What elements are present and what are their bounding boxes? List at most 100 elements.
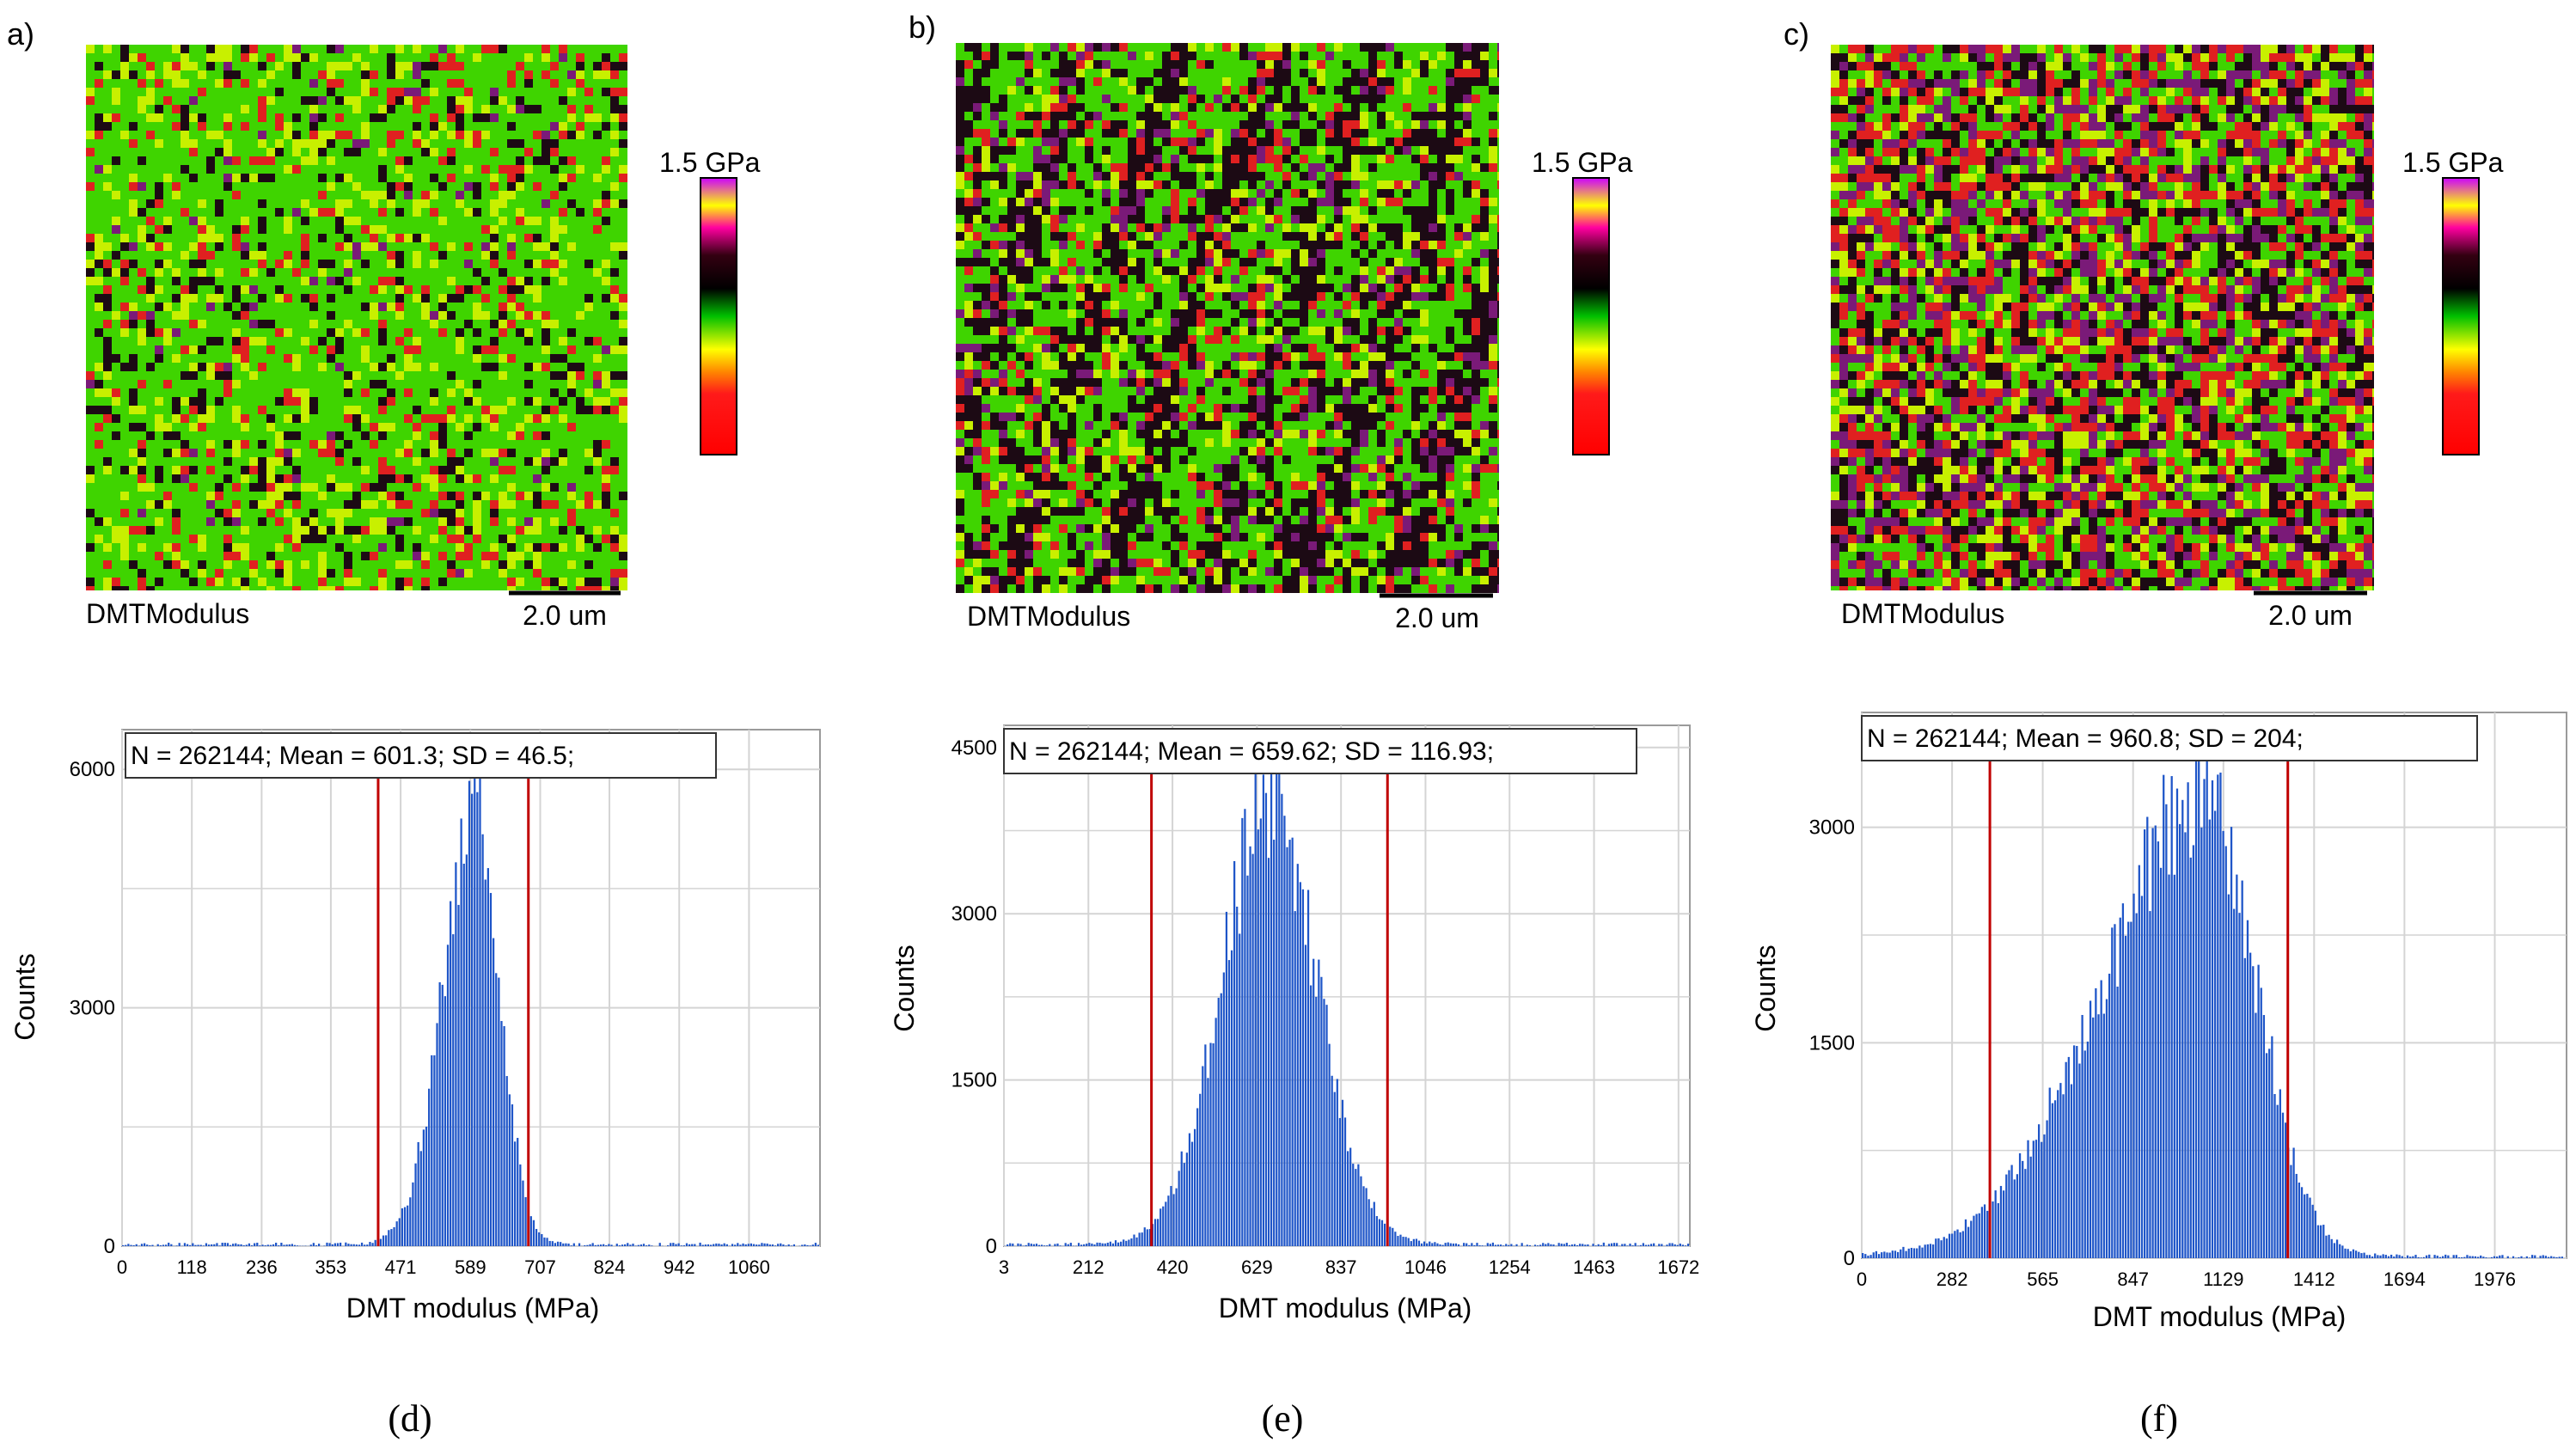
histogram-bar xyxy=(369,1242,371,1246)
histogram-bar xyxy=(1148,1229,1152,1246)
histogram-bar xyxy=(1465,1243,1468,1246)
histogram-bar xyxy=(627,1243,629,1246)
histogram-bar xyxy=(1273,840,1276,1246)
histogram-bar xyxy=(1573,1244,1576,1246)
histogram-bar xyxy=(280,1243,283,1246)
histogram-bar xyxy=(548,1240,551,1246)
histogram-bar xyxy=(1407,1238,1410,1246)
histogram-bar xyxy=(777,1244,780,1246)
histogram-bar xyxy=(232,1244,235,1246)
histogram-d: 0 118 236 353 471 589 707 824 942 1060 0 3000 6000 N… xyxy=(9,729,821,1440)
histogram-bar xyxy=(2436,1256,2438,1258)
histogram-bar xyxy=(2490,1256,2493,1258)
histogram-bar xyxy=(1212,1043,1215,1246)
histogram-bar xyxy=(2499,1255,2501,1258)
histogram-bar xyxy=(2041,1141,2043,1258)
histogram-bar xyxy=(1204,1044,1207,1246)
histogram-bar xyxy=(1592,1244,1594,1246)
histogram-bar xyxy=(269,1244,272,1246)
histogram-bar xyxy=(1999,1185,2003,1258)
histogram-bar xyxy=(1365,1188,1368,1246)
histogram-bar xyxy=(317,1244,321,1246)
histogram-bar xyxy=(2501,1255,2504,1258)
histogram-bar xyxy=(1986,1210,1989,1258)
histogram-bar xyxy=(462,863,465,1246)
histogram-bar xyxy=(1897,1251,1900,1258)
histogram-bar xyxy=(551,1241,554,1246)
histogram-bar xyxy=(570,1245,572,1246)
histogram-bar xyxy=(460,818,462,1246)
histogram-bar xyxy=(1631,1245,1634,1246)
histogram-bar xyxy=(1249,846,1251,1246)
histogram-bar xyxy=(1165,1201,1167,1246)
histogram-bar xyxy=(183,1243,187,1246)
histogram-bar xyxy=(1153,1219,1157,1246)
histogram-bar xyxy=(610,1244,613,1246)
histogram-bar xyxy=(1222,972,1225,1246)
histogram-bar xyxy=(1539,1244,1542,1246)
channel-label-a: DMTModulus xyxy=(86,598,249,629)
histogram-bar xyxy=(1676,1244,1679,1246)
histogram-bar xyxy=(2121,903,2125,1258)
histogram-bar xyxy=(2461,1256,2463,1258)
histogram-bar xyxy=(414,1163,417,1246)
histogram-bar xyxy=(758,1244,761,1246)
histogram-bar xyxy=(707,1244,710,1246)
histogram-bar xyxy=(2157,841,2160,1258)
histogram-bar xyxy=(360,1242,364,1246)
histogram-bar xyxy=(2298,1183,2301,1258)
histogram-bar xyxy=(524,1196,527,1246)
histogram-bar xyxy=(1106,1242,1109,1246)
histogram-bar xyxy=(189,1244,192,1246)
histogram-bar xyxy=(2124,935,2127,1258)
histogram-bar xyxy=(1970,1220,1973,1258)
histogram-bar xyxy=(699,1242,701,1246)
histogram-bar xyxy=(560,1242,562,1246)
y-tick-label: 3000 xyxy=(951,902,997,926)
histogram-bar xyxy=(766,1243,768,1246)
x-tick-label: 1694 xyxy=(2383,1269,2426,1290)
histogram-bar xyxy=(1040,1244,1043,1246)
histogram-bar xyxy=(2003,1190,2005,1258)
histogram-bar xyxy=(1560,1244,1563,1246)
histogram-bar xyxy=(1209,1042,1212,1246)
histogram-bar xyxy=(2268,1048,2271,1258)
histogram-bar xyxy=(1114,1240,1117,1246)
histogram-f: 0 282 565 847 1129 1412 1694 1976 0 1500 3000 N = … xyxy=(1750,712,2567,1440)
histogram-bar xyxy=(597,1244,600,1246)
histogram-bar xyxy=(323,1245,326,1246)
histogram-bar xyxy=(2395,1254,2398,1258)
histogram-bar xyxy=(1894,1250,1897,1258)
histogram-bar xyxy=(2194,733,2198,1258)
histogram-bar xyxy=(1454,1243,1458,1246)
histogram-bar xyxy=(1992,1201,1994,1258)
histogram-bar xyxy=(1227,960,1231,1246)
histogram-bar xyxy=(1104,1243,1106,1246)
histogram-bar xyxy=(211,1244,213,1246)
histogram-bar xyxy=(2108,973,2111,1258)
histogram-bar xyxy=(675,1244,677,1246)
histogram-bar xyxy=(2335,1239,2339,1258)
histogram-bar xyxy=(2322,1225,2325,1258)
scale-bar-text-b: 2.0 um xyxy=(1395,602,1479,633)
x-tick-label: 282 xyxy=(1937,1269,1968,1290)
histogram-bar xyxy=(1429,1241,1431,1246)
histogram-bar xyxy=(672,1243,675,1246)
histogram-bar xyxy=(428,1088,431,1246)
histogram-bar xyxy=(1278,773,1281,1246)
histogram-bar xyxy=(331,1244,333,1246)
histogram-bar xyxy=(2008,1170,2010,1258)
histogram-bar xyxy=(151,1244,154,1246)
histogram-bar xyxy=(1542,1243,1545,1246)
histogram-bar xyxy=(1064,1243,1067,1246)
histogram-bar xyxy=(366,1244,369,1246)
histogram-bar xyxy=(2222,830,2224,1258)
histogram-bar xyxy=(1352,1164,1355,1246)
histogram-bar xyxy=(2496,1256,2499,1258)
afm-map-a xyxy=(86,45,627,590)
histogram-bar xyxy=(2447,1255,2450,1258)
histogram-bar xyxy=(2452,1255,2455,1258)
histogram-bar xyxy=(2203,779,2206,1258)
histogram-bar xyxy=(446,945,450,1246)
histogram-bar xyxy=(1394,1232,1397,1246)
